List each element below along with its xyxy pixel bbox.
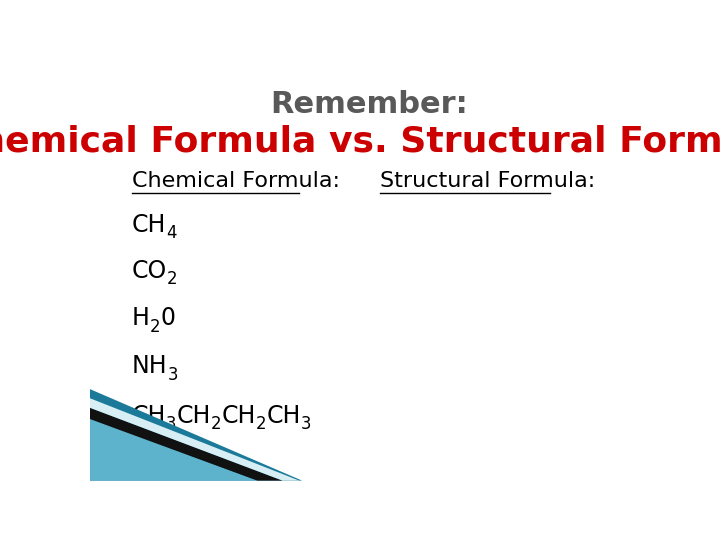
Text: Structural Formula:: Structural Formula: [380,171,595,191]
Text: 2: 2 [256,415,266,434]
Text: 2: 2 [150,318,161,336]
Text: 3: 3 [301,415,311,434]
Text: 2: 2 [211,415,222,434]
Text: 4: 4 [166,224,176,242]
Polygon shape [90,418,258,481]
Text: CH: CH [176,404,211,428]
Text: CO: CO [132,259,167,282]
Text: Remember:: Remember: [270,90,468,119]
Polygon shape [90,399,300,481]
Text: CH: CH [132,404,166,428]
Text: CH: CH [132,213,166,237]
Polygon shape [90,389,302,481]
Text: Chemical Formula vs. Structural Formula: Chemical Formula vs. Structural Formula [0,125,720,159]
Text: CH: CH [266,404,301,428]
Polygon shape [90,408,282,481]
Text: H: H [132,306,150,330]
Text: 2: 2 [167,270,178,288]
Text: 0: 0 [161,306,175,330]
Text: 3: 3 [168,366,178,383]
Text: NH: NH [132,354,168,378]
Text: 3: 3 [166,415,176,434]
Text: CH: CH [222,404,256,428]
Text: Chemical Formula:: Chemical Formula: [132,171,340,191]
